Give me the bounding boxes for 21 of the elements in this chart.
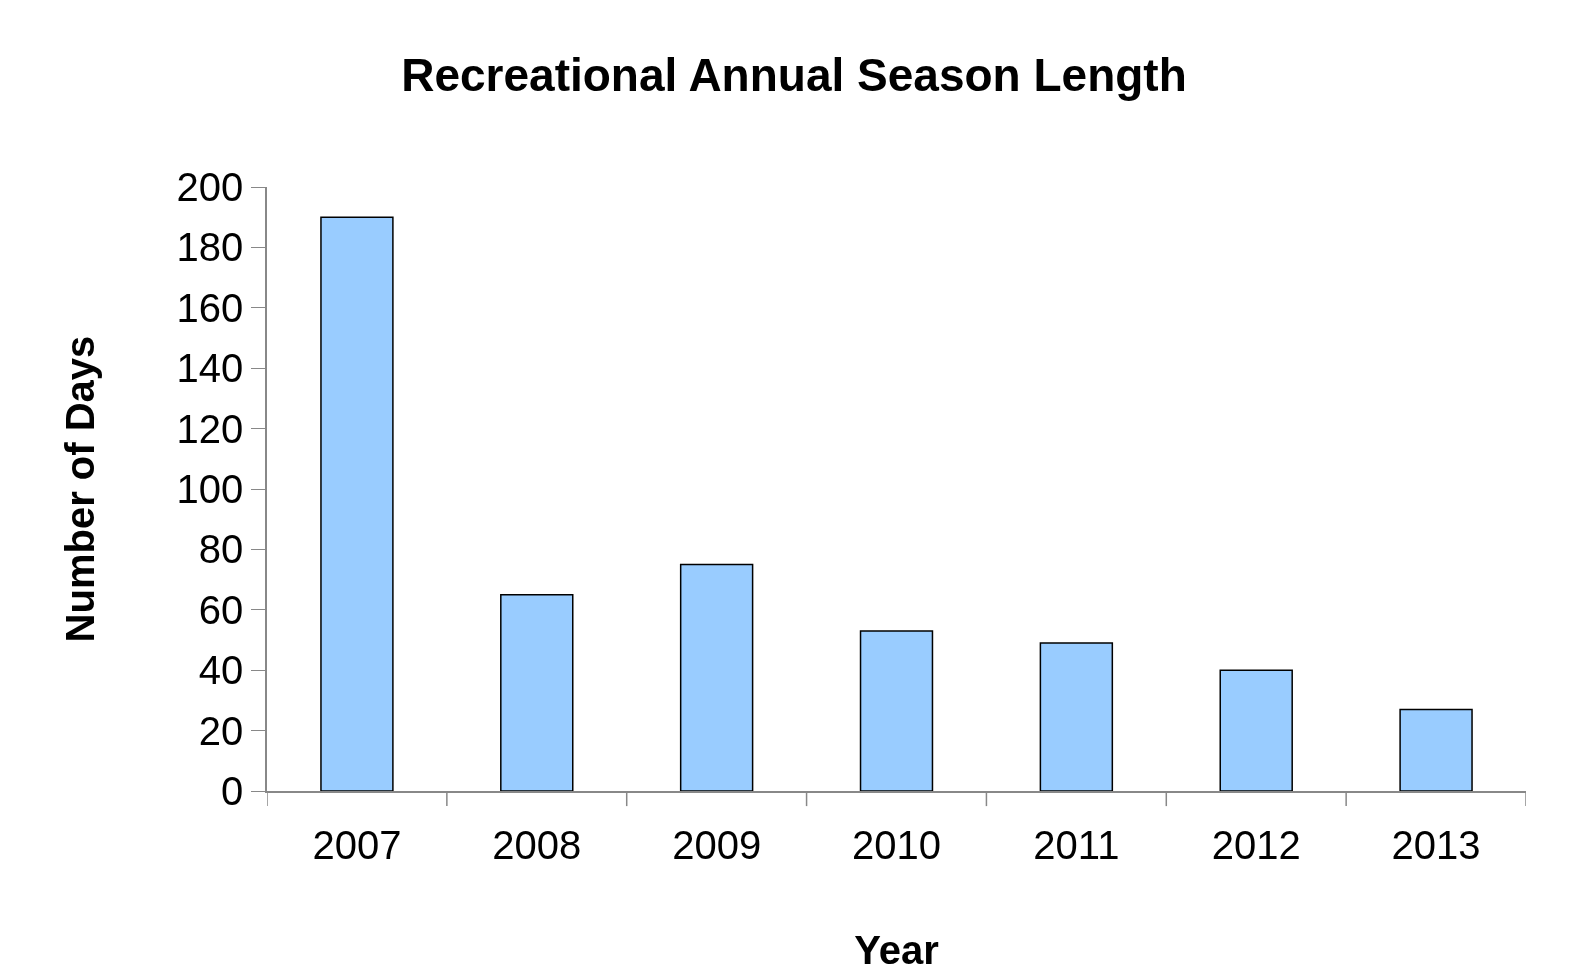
x-tick-label: 2009 [672, 822, 762, 867]
chart-title: Recreational Annual Season Length [401, 48, 1187, 101]
y-tick-label: 20 [198, 708, 244, 753]
x-tick-label: 2007 [312, 822, 402, 867]
y-tick-label: 80 [198, 527, 244, 572]
x-tick-label: 2011 [1033, 822, 1120, 867]
y-axis-title: Number of Days [57, 335, 102, 643]
x-tick-label: 2013 [1391, 822, 1481, 867]
y-tick-label: 140 [176, 346, 244, 391]
x-axis-title: Year [854, 927, 939, 972]
y-tick-label: 0 [221, 769, 244, 813]
x-tick-label: 2010 [852, 822, 941, 867]
y-tick-label: 100 [176, 467, 244, 511]
y-tick-label: 60 [198, 587, 244, 632]
x-tick-label: 2008 [492, 822, 582, 867]
y-tick-label: 200 [176, 165, 244, 209]
x-tick-label: 2012 [1211, 822, 1301, 867]
y-tick-label: 40 [198, 648, 244, 693]
y-tick-label: 180 [176, 225, 244, 270]
y-tick-label: 120 [176, 406, 244, 451]
y-tick-label: 160 [176, 285, 244, 330]
